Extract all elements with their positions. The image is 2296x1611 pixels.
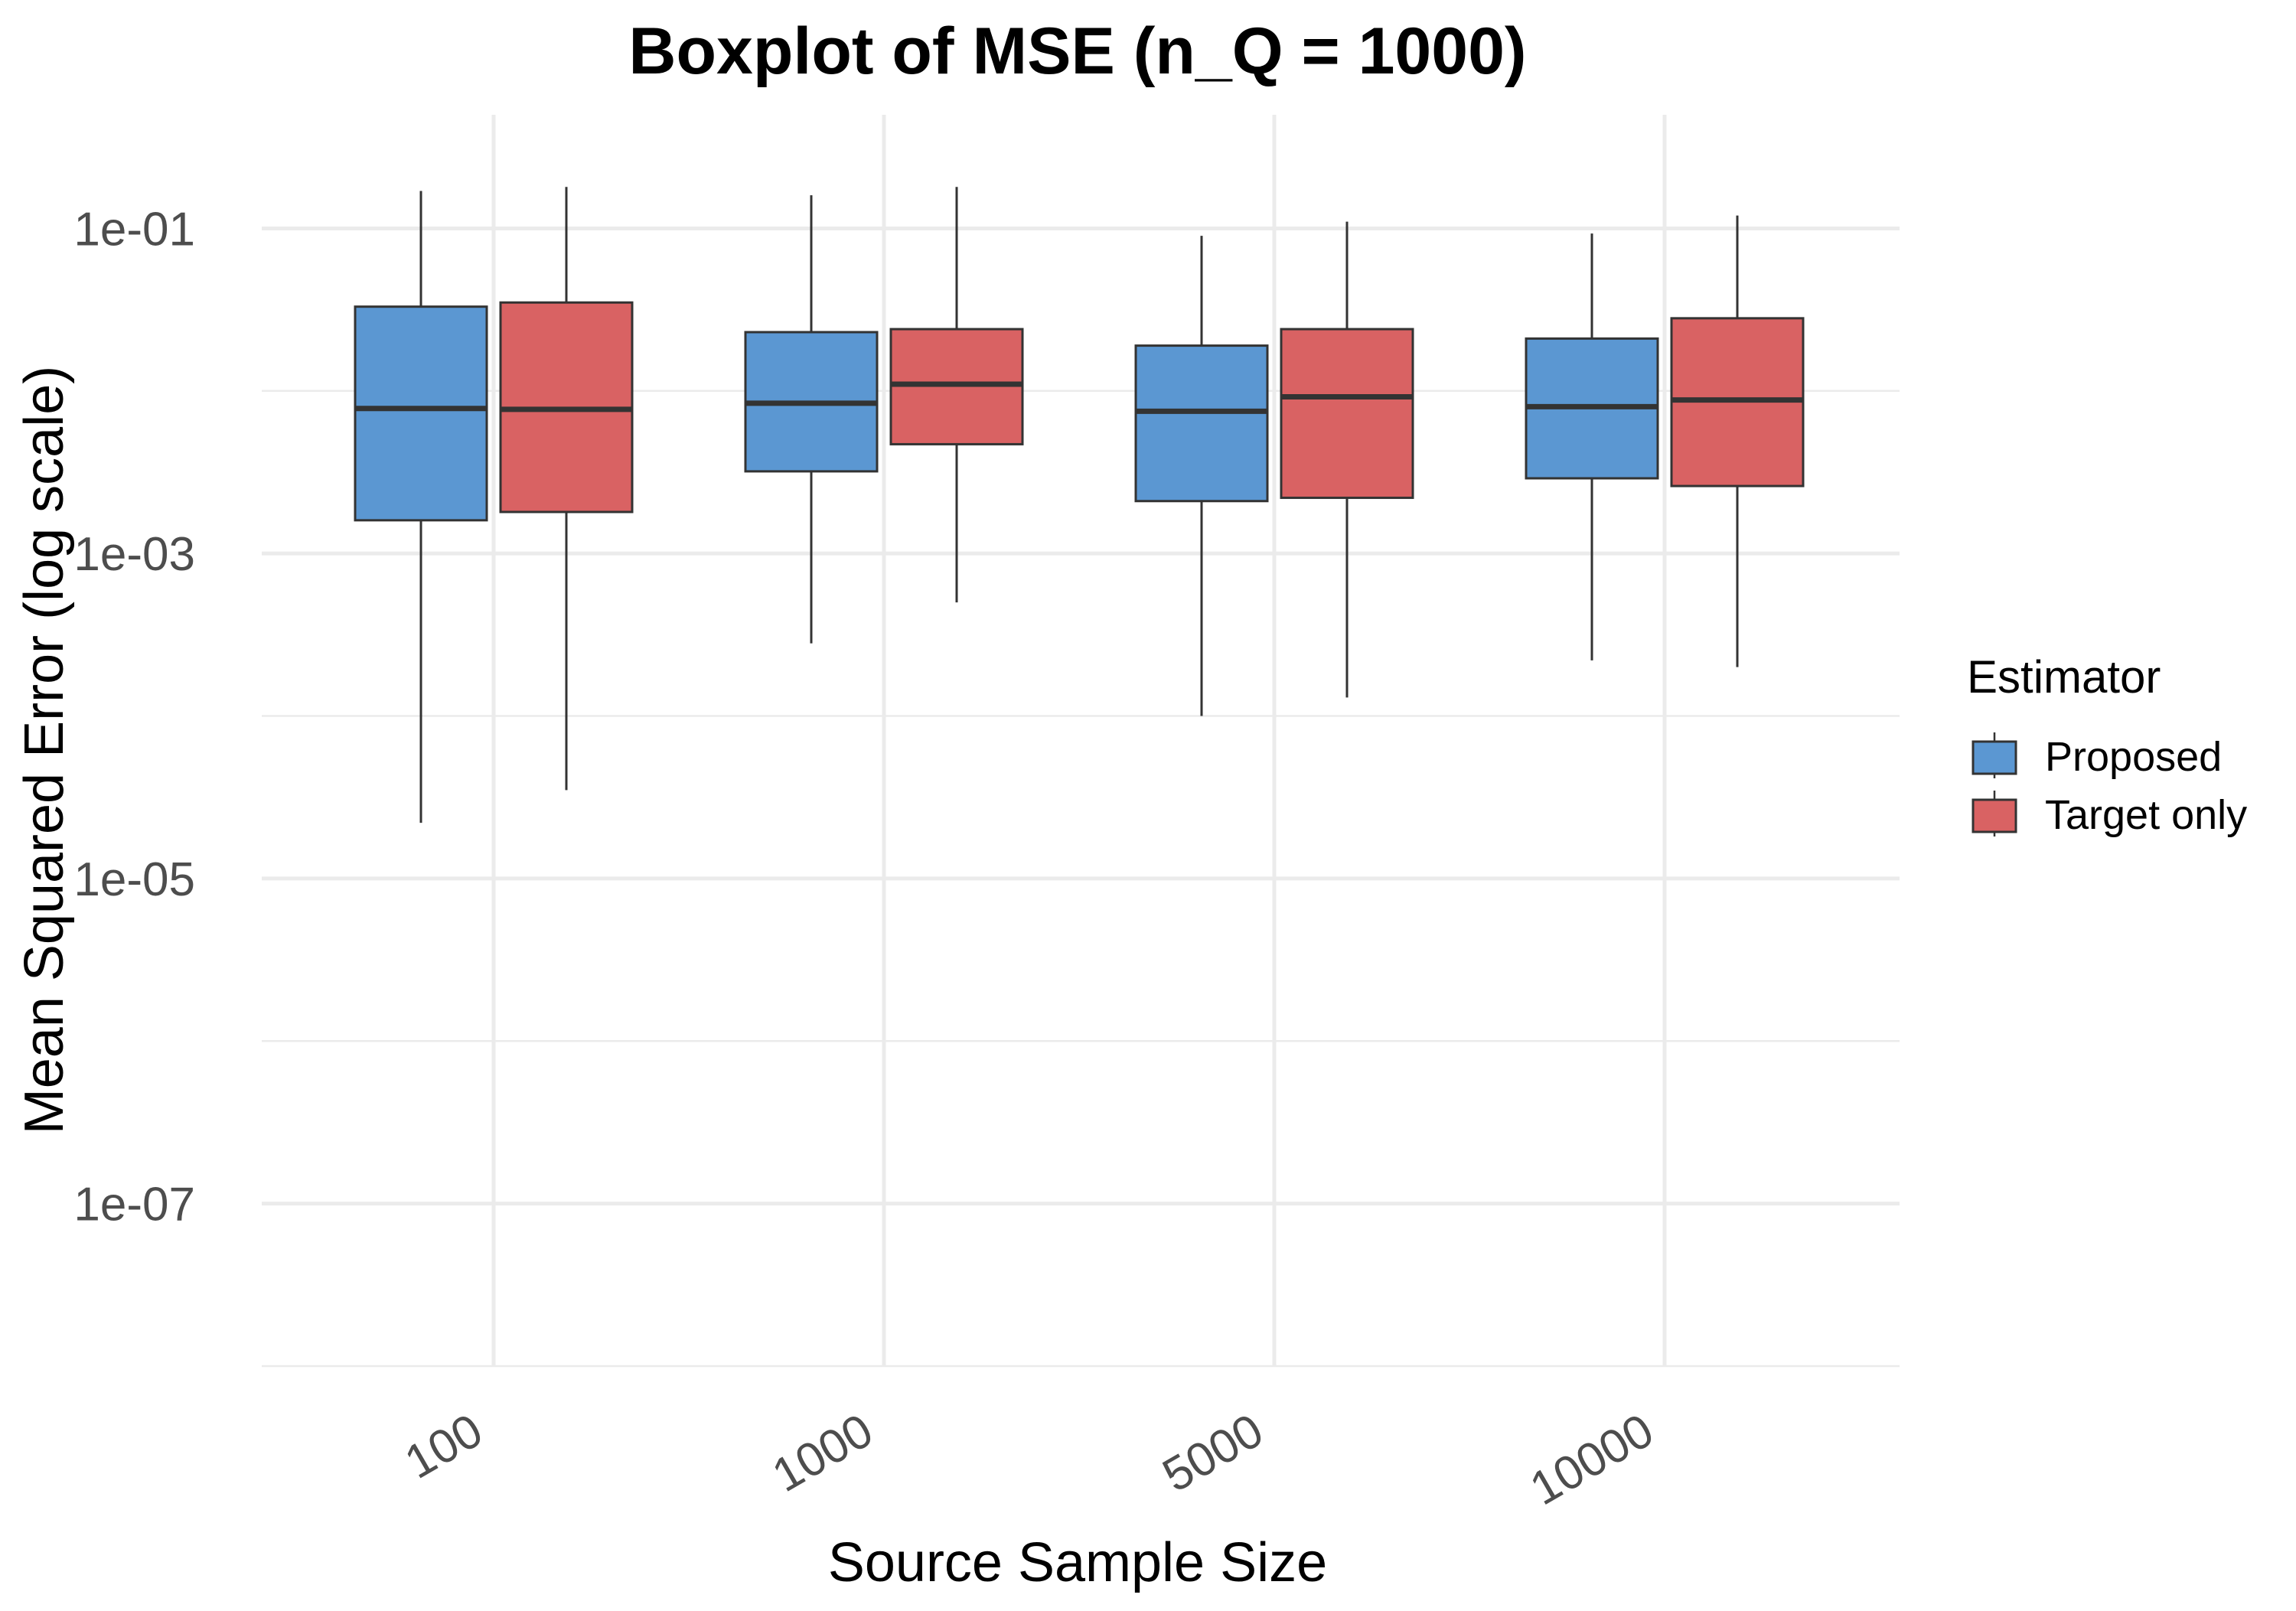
x-tick-label: 5000 (1154, 1404, 1272, 1502)
x-tick-label: 100 (396, 1404, 491, 1489)
legend-item-proposed: Proposed (1971, 732, 2222, 780)
legend-item-label: Target only (2045, 792, 2247, 838)
box-layer (354, 187, 1805, 823)
box-proposed-1000 (744, 195, 879, 644)
box-body (354, 305, 488, 522)
y-tick-label: 1e-05 (73, 853, 195, 906)
legend-key-swatch (1971, 740, 2017, 775)
legend-title: Estimator (1967, 651, 2161, 703)
x-tick-label: 10000 (1521, 1404, 1662, 1515)
box-body (1280, 328, 1414, 499)
box-proposed-10000 (1525, 233, 1659, 660)
legend-item-target-only: Target only (1971, 791, 2247, 838)
box-target-only-10000 (1670, 215, 1805, 667)
y-tick-label: 1e-01 (73, 203, 195, 256)
chart-title: Boxplot of MSE (n_Q = 1000) (628, 15, 1526, 88)
box-proposed-5000 (1134, 236, 1269, 716)
box-target-only-100 (499, 187, 634, 791)
y-tick-label: 1e-07 (73, 1179, 195, 1231)
box-target-only-5000 (1280, 221, 1414, 698)
legend: Estimator Proposed Target only (1967, 651, 2247, 838)
legend-item-label: Proposed (2045, 734, 2222, 780)
legend-key-swatch (1971, 798, 2017, 833)
grid-layer (262, 115, 1900, 1368)
box-body (1134, 344, 1269, 503)
x-axis-label: Source Sample Size (828, 1532, 1327, 1593)
x-tick-label: 1000 (764, 1404, 882, 1502)
box-target-only-1000 (889, 187, 1024, 603)
y-tick-label: 1e-03 (73, 528, 195, 581)
y-axis-label: Mean Squared Error (log scale) (14, 366, 75, 1134)
box-proposed-100 (354, 191, 488, 823)
legend-items: Proposed Target only (1971, 732, 2247, 838)
